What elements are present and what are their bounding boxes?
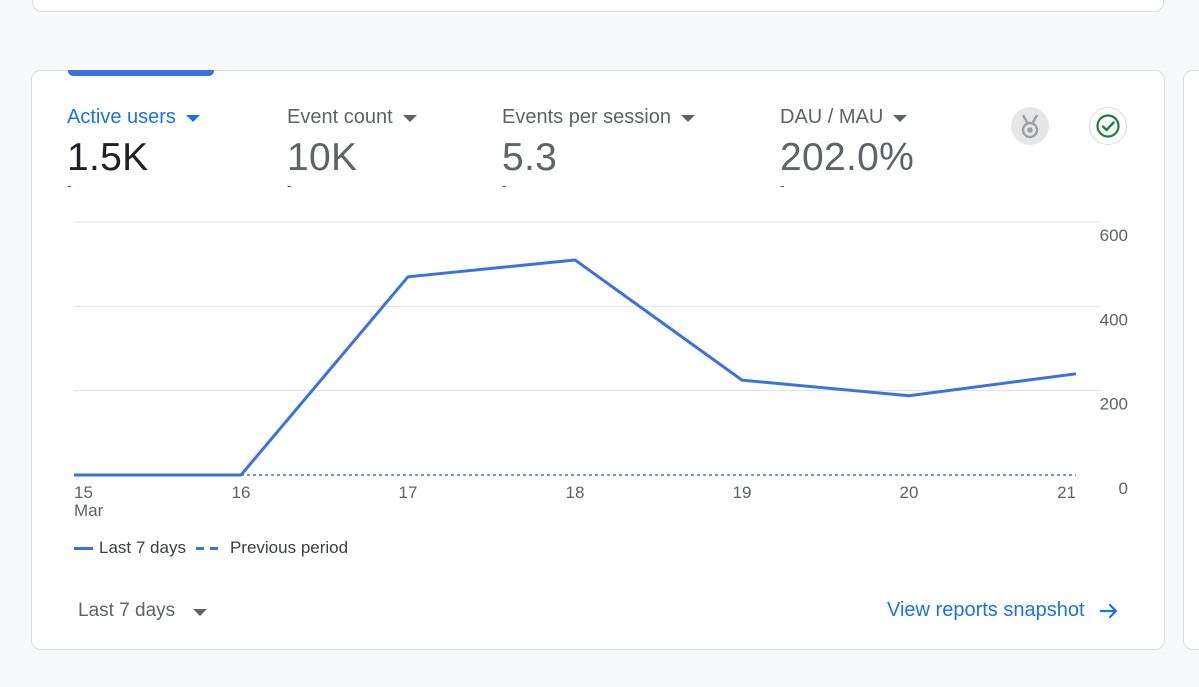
metric-label: DAU / MAU: [780, 105, 884, 128]
legend-previous-label: Previous period: [229, 538, 349, 557]
caret-down-icon: [680, 114, 695, 122]
medal-icon: [1021, 114, 1039, 139]
chart-legend: Last 7 days Previous period: [74, 538, 358, 558]
view-reports-snapshot-link[interactable]: View reports snapshot: [887, 599, 1119, 622]
y-tick-label: 0: [1119, 479, 1128, 498]
metric-change: -: [287, 177, 292, 193]
metric-event-count[interactable]: Event count 10K -: [287, 104, 417, 192]
arrow-right-icon: [1099, 603, 1117, 618]
status-button[interactable]: [1089, 107, 1127, 145]
metric-change: -: [780, 177, 785, 193]
x-tick-label: 16: [232, 483, 251, 502]
legend-current-label: Last 7 days: [99, 538, 186, 557]
legend-item-current: Last 7 days: [74, 538, 186, 558]
x-tick-label: 19: [733, 483, 752, 502]
y-tick-label: 400: [1100, 310, 1128, 329]
metric-dau-mau[interactable]: DAU / MAU 202.0% -: [780, 104, 915, 193]
metric-label: Active users: [67, 105, 176, 128]
active-tab-indicator: [68, 70, 214, 76]
snapshot-link-label: View reports snapshot: [887, 599, 1085, 621]
insights-button[interactable]: [1011, 107, 1049, 145]
date-range-label: Last 7 days: [78, 600, 176, 621]
x-tick-label: 21: [1057, 483, 1076, 502]
metric-label: Event count: [287, 105, 393, 128]
x-tick-label: 18: [566, 483, 585, 502]
metric-value: 5.3: [502, 136, 558, 179]
date-range-dropdown[interactable]: Last 7 days: [78, 600, 208, 622]
metric-events-per-session[interactable]: Events per session 5.3 -: [502, 104, 695, 192]
y-tick-label: 600: [1100, 226, 1128, 245]
x-tick-label: 17: [399, 483, 418, 502]
metric-active-users[interactable]: Active users 1.5K -: [67, 104, 200, 192]
caret-down-icon: [185, 114, 200, 122]
y-tick-label: 200: [1100, 395, 1128, 414]
legend-item-previous: Previous period: [195, 538, 349, 558]
adjacent-card: [1183, 70, 1199, 650]
metric-change: -: [67, 177, 72, 193]
metric-value: 202.0%: [780, 136, 915, 179]
solid-line-swatch: [74, 546, 93, 550]
metric-value: 1.5K: [67, 136, 149, 179]
check-circle-icon: [1096, 114, 1120, 138]
x-tick-label: 20: [900, 483, 919, 502]
caret-down-icon: [893, 114, 908, 122]
x-tick-label: 15: [74, 483, 93, 502]
series-last-7-days: [74, 258, 1077, 477]
caret-down-icon: [402, 114, 417, 122]
metric-change: -: [502, 177, 507, 193]
metric-value: 10K: [287, 136, 358, 179]
x-tick-sublabel: Mar: [74, 501, 104, 520]
dashed-line-swatch: [195, 546, 218, 550]
metric-label: Events per session: [502, 105, 671, 128]
overview-card: [31, 70, 1165, 650]
caret-down-icon: [193, 608, 208, 616]
